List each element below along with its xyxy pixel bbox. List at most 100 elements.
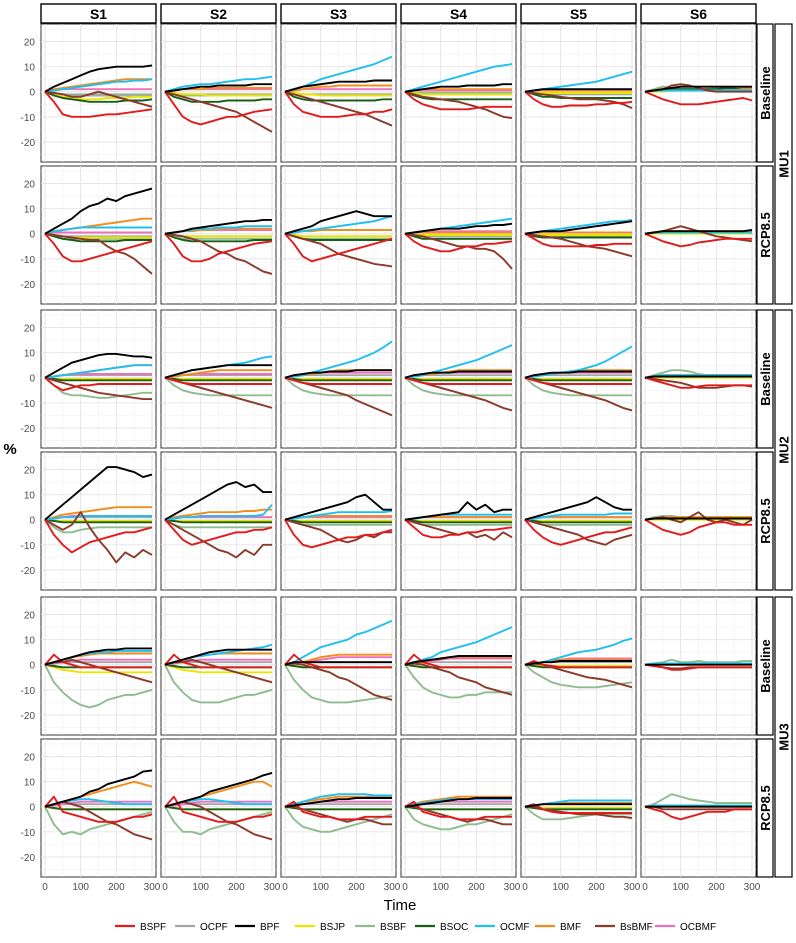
x-tick-label: 0 [282, 882, 288, 893]
facet-panel [640, 23, 757, 163]
series-line-bsjp [44, 518, 152, 522]
series-line-ocmf [284, 340, 393, 379]
series-line-bsbf [524, 805, 632, 821]
series-line-bpf [284, 79, 392, 93]
series-line-bsoc [524, 232, 632, 239]
facet-panel [40, 309, 157, 449]
series-line-ocmf [644, 89, 752, 93]
series-line-bspf [404, 232, 513, 253]
series-line-bpf [44, 187, 153, 235]
series-line-bsjp [44, 376, 152, 380]
series-line-bsbf [164, 664, 273, 704]
y-tick-label: 20 [24, 466, 36, 477]
row-strip [756, 596, 774, 736]
row-strip [756, 451, 774, 591]
y-axis-title: % [3, 441, 16, 458]
facet-panel [640, 309, 757, 449]
series-line-bsbmf [284, 90, 393, 127]
series-line-bsbf [404, 806, 513, 831]
series-line-bspf [644, 232, 752, 248]
series-line-bsoc [524, 90, 632, 99]
series-line-bspf [164, 376, 272, 385]
row-strip [756, 165, 774, 305]
series-line-bspf [44, 653, 152, 669]
y-tick-label: 0 [29, 88, 35, 99]
series-line-bsbf [404, 90, 512, 94]
facet-panel [280, 451, 397, 591]
series-line-bsoc [164, 376, 272, 382]
facet-panel [400, 165, 517, 305]
x-tick-label: 0 [522, 882, 528, 893]
series-line-bpf [524, 803, 632, 808]
series-line-bsbf [404, 664, 512, 699]
series-line-bsjp [524, 376, 632, 380]
series-line-bsbf [644, 658, 752, 666]
series-line-bpf [44, 352, 153, 379]
y-tick-label: 0 [29, 661, 35, 672]
series-line-bpf [524, 496, 632, 521]
series-line-bsoc [404, 518, 512, 524]
legend-label: OCPF [200, 922, 228, 933]
series-line-bmf [524, 231, 632, 235]
y-tick-label: -10 [21, 399, 36, 410]
series-line-bpf [284, 661, 392, 666]
group-strip [774, 309, 793, 591]
x-tick-label: 300 [504, 882, 521, 893]
column-strip [640, 3, 757, 24]
column-strips: S1 S2 S3 S4 S5 S6 [40, 3, 757, 24]
column-strip [40, 3, 157, 24]
x-tick-label: 200 [468, 882, 485, 893]
series-line-bspf [524, 90, 633, 108]
y-tick-label: 20 [24, 180, 36, 191]
series-line-bsbmf [164, 232, 273, 275]
series-line-bmf [164, 508, 272, 521]
row-strip-label: RCP8.5 [758, 498, 773, 544]
series-line-bpf [44, 769, 153, 808]
x-tick-label: 300 [144, 882, 161, 893]
series-line-bpf [44, 64, 153, 93]
panels [40, 23, 757, 878]
series-line-bspf [524, 519, 633, 546]
series-line-bsjp [524, 518, 632, 522]
series-line-ocmf [284, 793, 392, 808]
column-strip-label: S2 [210, 6, 227, 22]
facet-panel [520, 23, 637, 163]
series-line-bspf [404, 653, 512, 669]
series-line-bsjp [284, 90, 392, 97]
series-line-bmf [164, 369, 272, 379]
series-line-bspf [404, 800, 512, 821]
facet-panel [280, 309, 397, 449]
facet-panel [160, 309, 277, 449]
x-tick-label: 100 [552, 882, 569, 893]
x-tick-label: 200 [588, 882, 605, 893]
row-strip-label: RCP8.5 [758, 785, 773, 831]
facet-panel [280, 596, 397, 736]
y-tick-label: 10 [24, 636, 36, 647]
series-line-bsoc [404, 90, 512, 101]
y-tick-label: 10 [24, 349, 36, 360]
series-line-bsbf [164, 518, 272, 529]
x-tick-label: 100 [312, 882, 329, 893]
x-tick-label: 300 [744, 882, 761, 893]
series-line-ocmf [524, 512, 632, 521]
y-tick-label: -10 [21, 828, 36, 839]
column-strip-label: S1 [90, 6, 107, 22]
series-line-bpf [164, 648, 272, 666]
series-line-bsoc [164, 805, 272, 811]
series-line-bsbmf [404, 90, 513, 120]
series-line-bsoc [44, 90, 153, 103]
facet-panel [520, 165, 637, 305]
series-line-bsbf [164, 376, 272, 397]
facet-panel [520, 738, 637, 878]
series-line-bpf [524, 220, 633, 235]
series-line-ocmf [44, 364, 152, 379]
column-strip [280, 3, 397, 24]
facet-panel [640, 738, 757, 878]
series-line-bsbf [44, 664, 153, 709]
facet-panel [640, 596, 757, 736]
series-line-bpf [164, 364, 272, 379]
x-tick-label: 0 [42, 882, 48, 893]
y-tick-label: -20 [21, 280, 36, 291]
series-line-bpf [644, 85, 752, 93]
group-strip [774, 23, 793, 305]
